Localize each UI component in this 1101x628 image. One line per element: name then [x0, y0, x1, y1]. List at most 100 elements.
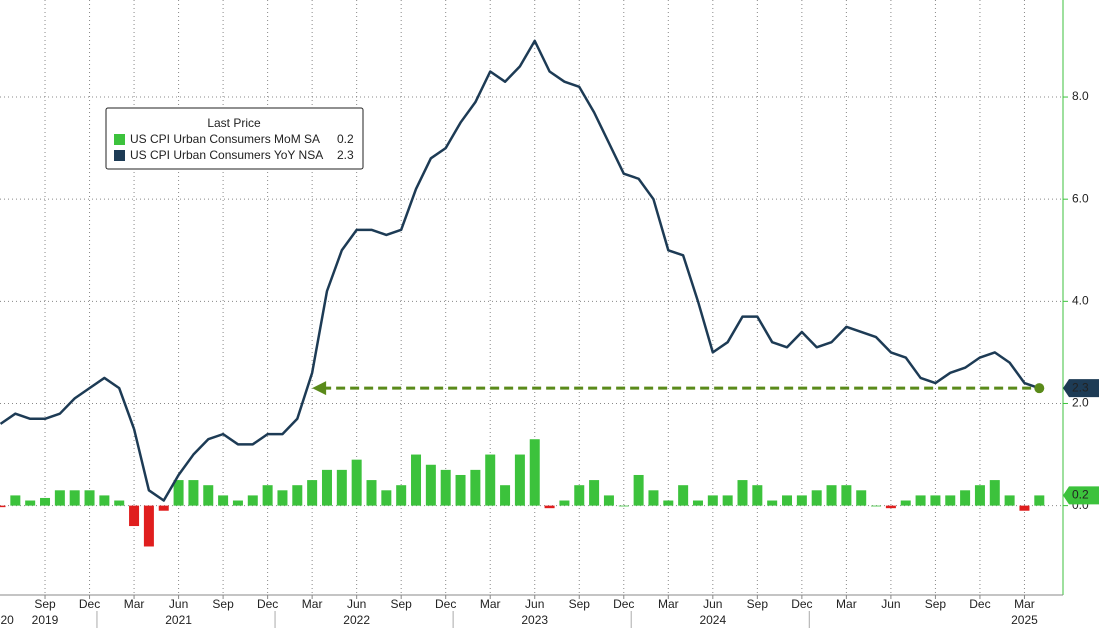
bar — [25, 500, 36, 506]
bar — [336, 469, 347, 506]
bar — [826, 485, 837, 506]
bar — [500, 485, 511, 506]
legend-label: US CPI Urban Consumers YoY NSA — [130, 148, 323, 162]
bar — [900, 500, 911, 506]
bar — [307, 480, 318, 506]
bar — [129, 505, 140, 527]
bar — [470, 469, 481, 506]
value-tag-label: 2.3 — [1072, 380, 1089, 394]
bar — [425, 464, 436, 506]
bar — [232, 500, 243, 506]
bar — [321, 469, 332, 506]
bar — [1034, 495, 1045, 506]
year-label: 2024 — [699, 613, 726, 627]
legend-value: 0.2 — [337, 132, 354, 146]
bar — [692, 500, 703, 506]
bar — [514, 454, 525, 506]
bar — [529, 439, 540, 506]
bar — [54, 490, 65, 506]
bar — [544, 505, 555, 509]
bar — [989, 480, 1000, 506]
line — [0, 39, 1040, 502]
bar — [69, 490, 80, 506]
annotation-dot — [1034, 383, 1045, 394]
bar — [678, 485, 689, 506]
bar — [411, 454, 422, 506]
year-label: 2021 — [165, 613, 192, 627]
legend-swatch — [114, 150, 125, 161]
bar — [1019, 505, 1030, 511]
x-tick-label: Mar — [302, 597, 323, 611]
bar — [945, 495, 956, 506]
bar — [648, 490, 659, 506]
bar — [158, 505, 169, 511]
x-tick-label: Sep — [391, 597, 413, 611]
year-label: 2023 — [521, 613, 548, 627]
bar — [559, 500, 570, 506]
bar — [262, 485, 273, 506]
y-tick-label: 8.0 — [1072, 89, 1089, 103]
x-tick-label: Jun — [881, 597, 900, 611]
bar — [381, 490, 392, 506]
x-tick-label: Sep — [569, 597, 591, 611]
bar — [589, 480, 600, 506]
bar — [633, 474, 644, 506]
bar — [574, 485, 585, 506]
bar — [885, 505, 896, 509]
legend-title: Last Price — [207, 116, 261, 130]
x-tick-label: Dec — [969, 597, 990, 611]
bar — [351, 459, 362, 506]
bar — [84, 490, 95, 506]
year-label: 2022 — [343, 613, 370, 627]
bar — [737, 480, 748, 506]
year-label: 2025 — [1011, 613, 1038, 627]
x-tick-label: Sep — [34, 597, 56, 611]
bar — [188, 480, 199, 506]
x-tick-label: Sep — [212, 597, 234, 611]
bar — [292, 485, 303, 506]
x-tick-label: Jun — [169, 597, 188, 611]
legend-label: US CPI Urban Consumers MoM SA — [130, 132, 320, 146]
bar — [203, 485, 214, 506]
annotation-arrowhead — [312, 381, 327, 396]
bar — [618, 505, 629, 507]
bar — [722, 495, 733, 506]
x-tick-label: Mar — [836, 597, 857, 611]
x-tick-label: Sep — [925, 597, 947, 611]
value-tag — [1063, 486, 1099, 505]
bar — [974, 485, 985, 506]
bar — [960, 490, 971, 506]
legend-value: 2.3 — [337, 148, 354, 162]
bar — [915, 495, 926, 506]
bar — [767, 500, 778, 506]
bar — [114, 500, 125, 506]
bar — [707, 495, 718, 506]
value-tag-label: 0.2 — [1072, 488, 1089, 502]
bar — [871, 505, 882, 507]
bar — [143, 505, 154, 547]
x-tick-label: Jun — [347, 597, 366, 611]
bar — [440, 469, 451, 506]
value-tag — [1063, 379, 1099, 398]
bar — [1004, 495, 1015, 506]
x-tick-label: Dec — [257, 597, 278, 611]
legend-swatch — [114, 134, 125, 145]
bar — [0, 505, 6, 508]
x-tick-label: Dec — [613, 597, 634, 611]
bar — [796, 495, 807, 506]
bar — [782, 495, 793, 506]
bar — [277, 490, 288, 506]
x-tick-label: Mar — [124, 597, 145, 611]
legend-box — [105, 107, 364, 170]
bar — [366, 480, 377, 506]
bar — [856, 490, 867, 506]
year-label: 2019 — [32, 613, 59, 627]
x-tick-label: Dec — [791, 597, 812, 611]
bar — [752, 485, 763, 506]
x-tick-label: Jun — [703, 597, 722, 611]
bar — [930, 495, 941, 506]
x-tick-label: Dec — [435, 597, 456, 611]
bar — [663, 500, 674, 506]
x-tick-label: Jun — [525, 597, 544, 611]
